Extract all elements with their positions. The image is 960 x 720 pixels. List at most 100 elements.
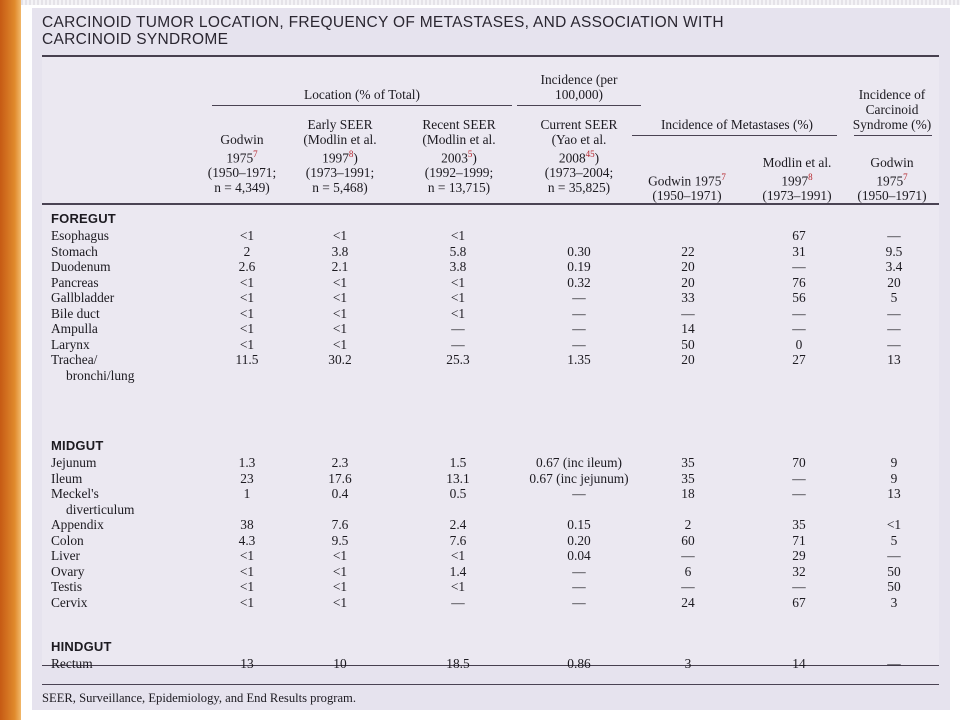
table-cell: 35 — [792, 517, 806, 532]
ref-superscript: 45 — [585, 149, 595, 159]
table-cell: 18 — [681, 486, 695, 501]
table-cell: <1 — [239, 548, 255, 563]
table-cell: 24 — [681, 594, 695, 610]
row-label: Testis — [51, 579, 83, 594]
table-cell: 2.3 — [331, 455, 349, 470]
table-cell: — — [451, 336, 465, 352]
table-cell: 25.3 — [446, 352, 470, 367]
table-cell: 9.5 — [885, 243, 903, 259]
col-header-recent-seer: Recent SEER (Modlin et al. 20035) (1992–… — [400, 117, 518, 195]
table-cell: 9 — [890, 470, 898, 486]
table-cell: 18.5 — [446, 656, 470, 671]
table-cell: <1 — [332, 563, 348, 579]
col-header-current-seer: Current SEER (Yao et al. 200845) (1973–2… — [520, 117, 638, 195]
table-cell: <1 — [239, 274, 255, 290]
table-cell: 7.6 — [449, 532, 467, 548]
table-cell: 0.5 — [449, 486, 467, 501]
table-cell: 1.5 — [449, 455, 467, 470]
metastases-group-header: Incidence of Metastases (%) — [660, 117, 814, 132]
row-label-continuation: diverticulum — [66, 501, 135, 517]
table-cell: 0.67 (inc jejunum) — [529, 470, 629, 486]
table-cell: 3 — [684, 656, 692, 671]
table-cell: 9 — [890, 455, 898, 470]
table-cell: 3 — [890, 594, 898, 610]
table-cell: <1 — [239, 321, 255, 336]
table-cell: 2.6 — [238, 259, 256, 274]
ref-superscript: 8 — [808, 172, 813, 182]
table-cell: 0.30 — [567, 243, 591, 259]
table-cell: <1 — [332, 274, 348, 290]
table-cell: <1 — [239, 336, 255, 352]
table-cell: — — [572, 321, 586, 336]
col-header-early-seer-l1: Early SEER — [307, 117, 373, 132]
footnote-rule — [42, 684, 939, 685]
col-header-met-modlin-l3: (1973–1991) — [762, 188, 832, 204]
table-cell: 3.4 — [885, 259, 903, 274]
col-header-current-seer-l2: (Yao et al. — [551, 132, 607, 147]
row-label: Jejunum — [51, 455, 97, 470]
table-cell: <1 — [239, 579, 255, 594]
table-title-line-2: CARCINOID SYNDROME — [42, 31, 229, 48]
table-cell: <1 — [450, 305, 466, 321]
row-label: Bile duct — [51, 305, 100, 321]
table-cell: — — [887, 548, 901, 563]
table-cell: <1 — [332, 594, 348, 610]
row-label: Colon — [51, 532, 84, 548]
table-cell: <1 — [332, 336, 348, 352]
location-group-header: Location (% of Total) — [304, 87, 420, 102]
slide-accent-bar — [0, 0, 21, 720]
carcinoid-table: Location (% of Total) Incidence (per 100… — [42, 55, 942, 671]
row-label: Duodenum — [51, 259, 111, 274]
table-cell: — — [887, 321, 901, 336]
col-header-syn-godwin: Godwin 19757 (1950–1971) — [842, 155, 942, 203]
table-cell: <1 — [239, 228, 255, 243]
table-cell: <1 — [239, 563, 255, 579]
table-cell: 0.15 — [567, 517, 591, 532]
section-midgut: MIDGUT — [51, 438, 104, 453]
ref-superscript: 7 — [721, 172, 726, 182]
table-cell: 20 — [681, 352, 695, 367]
col-header-met-modlin: Modlin et al. 19978 (1973–1991) — [747, 155, 847, 203]
table-cell: 5 — [890, 532, 898, 548]
col-header-met-modlin-l2: 19978 — [781, 172, 813, 189]
table-cell: <1 — [332, 579, 348, 594]
table-cell: 23 — [240, 470, 254, 486]
col-header-met-godwin-l2: (1950–1971) — [652, 188, 722, 204]
col-header-recent-seer-l5: n = 13,715) — [427, 180, 491, 196]
table-cell: <1 — [450, 579, 466, 594]
table-cell: 2.4 — [449, 517, 467, 532]
table-cell: 35 — [681, 455, 695, 470]
table-title: CARCINOID TUMOR LOCATION, FREQUENCY OF M… — [42, 14, 942, 48]
table-cell: 0.4 — [331, 486, 349, 501]
table-cell: 29 — [792, 548, 806, 563]
col-header-met-godwin-l1: Godwin 19757 — [648, 172, 726, 189]
table-cell: — — [887, 228, 901, 243]
table-cell: <1 — [332, 228, 348, 243]
ref-superscript: 7 — [903, 172, 908, 182]
table-cell: — — [681, 579, 695, 594]
table-cell: <1 — [450, 290, 466, 305]
col-header-current-seer-l4: (1973–2004; — [544, 165, 614, 181]
col-header-early-seer-l4: (1973–1991; — [305, 165, 375, 181]
row-label: Cervix — [51, 594, 88, 610]
row-label: Ampulla — [51, 321, 98, 336]
syndrome-header-l1: Incidence of — [858, 87, 926, 102]
row-label: Pancreas — [51, 274, 99, 290]
col-header-godwin-l3: (1950–1971; — [207, 165, 277, 181]
table-cell: 27 — [792, 352, 806, 367]
row-label: Meckel's — [51, 486, 99, 501]
table-cell: — — [887, 336, 901, 352]
row-label: Ovary — [51, 563, 85, 579]
table-cell: 13.1 — [446, 470, 470, 486]
table-cell: <1 — [450, 548, 466, 563]
table-cell: 13 — [887, 486, 901, 501]
col-header-current-seer-l1: Current SEER — [540, 117, 618, 132]
table-cell: — — [887, 305, 901, 321]
incidence-group-header-l1: Incidence (per — [540, 72, 618, 87]
table-cell: <1 — [239, 594, 255, 610]
table-cell: — — [572, 563, 586, 579]
col-header-met-modlin-l1: Modlin et al. — [762, 155, 832, 170]
table-cell: <1 — [332, 321, 348, 336]
col-header-godwin-l4: n = 4,349) — [214, 180, 270, 196]
row-label: Liver — [51, 548, 80, 563]
